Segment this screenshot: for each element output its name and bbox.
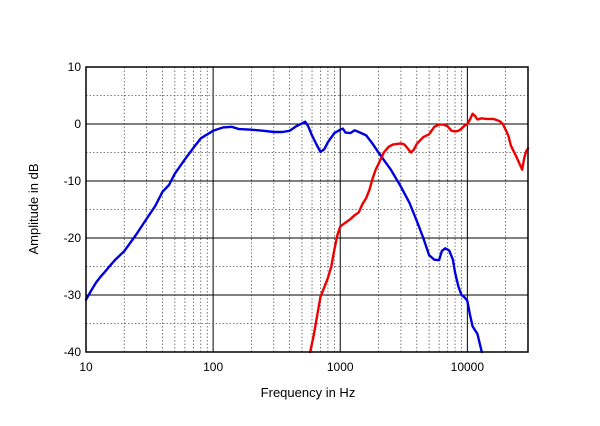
x-axis-label: Frequency in Hz: [261, 385, 356, 400]
x-tick-label: 10: [79, 360, 93, 374]
series-line-2: [309, 112, 530, 354]
y-tick-label: -40: [64, 345, 82, 359]
x-tick-label: 100: [203, 360, 223, 374]
plot-frame: [85, 66, 529, 353]
x-tick-label: 1000: [327, 360, 354, 374]
y-tick-label: 0: [74, 117, 81, 131]
y-tick-label: -20: [64, 231, 82, 245]
series-line-1: [84, 120, 483, 354]
y-tick-label: 10: [68, 60, 82, 74]
series-layer: [84, 112, 530, 354]
y-tick-label: -10: [64, 174, 82, 188]
x-tick-label: 10000: [451, 360, 485, 374]
y-tick-label: -30: [64, 288, 82, 302]
y-axis-label: Amplitude in dB: [26, 163, 41, 254]
grid-layer: [86, 67, 529, 352]
